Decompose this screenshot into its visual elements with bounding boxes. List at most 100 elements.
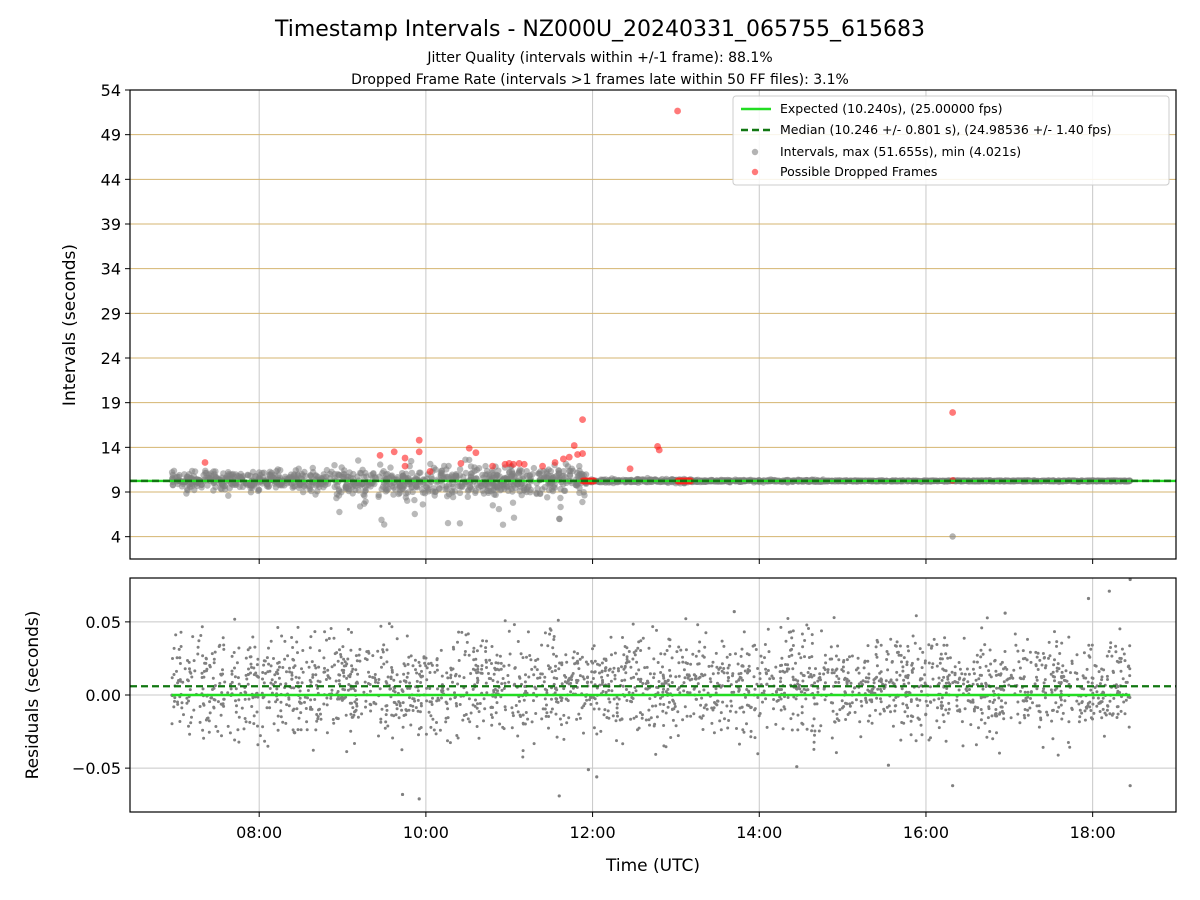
residual-point <box>314 728 318 732</box>
interval-point <box>355 457 362 464</box>
residual-point <box>386 724 390 728</box>
residual-point <box>662 676 666 680</box>
residual-point <box>993 659 997 663</box>
residual-point <box>889 637 893 641</box>
interval-point <box>210 487 217 494</box>
residual-point <box>981 652 985 656</box>
residual-point <box>545 688 549 692</box>
residual-point <box>789 630 793 634</box>
residual-point <box>251 696 255 700</box>
interval-point <box>377 461 384 468</box>
residual-point <box>350 630 353 634</box>
residual-point <box>1045 710 1049 714</box>
residual-point <box>616 714 619 718</box>
residual-point <box>1053 630 1056 634</box>
residual-point <box>722 644 726 648</box>
residual-point <box>257 675 260 679</box>
residual-point <box>199 634 203 637</box>
residual-point <box>1055 644 1058 648</box>
residual-point <box>603 708 607 712</box>
interval-point <box>276 474 284 481</box>
residual-point <box>212 698 216 701</box>
interval-point <box>302 472 309 480</box>
residual-point <box>294 675 298 679</box>
residual-point <box>279 682 283 686</box>
residual-point <box>330 665 334 669</box>
residual-point <box>1042 681 1046 685</box>
residual-point <box>250 705 254 708</box>
residual-point <box>886 668 890 672</box>
interval-point <box>255 486 263 494</box>
interval-point <box>456 520 464 527</box>
residual-point <box>875 675 879 679</box>
residual-point <box>807 656 811 659</box>
residual-point <box>948 656 952 660</box>
residual-point <box>417 733 420 737</box>
residual-point <box>339 655 343 659</box>
residual-point <box>230 672 234 676</box>
residual-point <box>446 707 450 711</box>
residual-point <box>1128 644 1132 648</box>
residual-point <box>607 697 611 701</box>
residual-point <box>629 717 633 721</box>
residual-point <box>939 704 943 708</box>
residual-point <box>1053 658 1056 662</box>
residual-point <box>654 704 658 708</box>
residual-point <box>1104 713 1108 717</box>
residual-point <box>906 714 910 718</box>
interval-point <box>371 480 378 488</box>
residual-point <box>697 690 701 694</box>
residual-point <box>395 637 399 641</box>
interval-point <box>949 533 956 540</box>
residual-point <box>1101 707 1105 711</box>
residual-point <box>287 696 291 700</box>
residual-point <box>784 639 788 643</box>
interval-point <box>188 467 196 475</box>
residual-point <box>328 676 332 680</box>
residual-point <box>874 708 877 712</box>
residual-point <box>1067 635 1071 639</box>
residual-point <box>425 678 429 682</box>
residual-point <box>449 676 453 680</box>
residual-point <box>991 737 995 741</box>
residual-point <box>815 702 819 706</box>
residual-point <box>809 673 813 676</box>
residual-point <box>578 674 582 678</box>
residual-point <box>785 669 789 673</box>
residual-point <box>936 706 939 710</box>
residual-point <box>543 697 547 701</box>
interval-point <box>336 487 343 495</box>
residual-point <box>457 630 461 634</box>
residual-point <box>1019 689 1022 693</box>
residual-point <box>865 700 869 704</box>
residual-point <box>776 698 780 702</box>
interval-point <box>399 473 406 480</box>
residual-point <box>1035 704 1039 708</box>
residual-point <box>599 729 603 733</box>
residual-point <box>278 665 281 669</box>
residual-point <box>379 656 383 659</box>
residual-point <box>276 728 280 732</box>
residual-point <box>196 645 200 649</box>
residual-point <box>976 706 980 710</box>
dropped-frame-point <box>457 460 465 467</box>
residual-point <box>994 712 998 716</box>
residual-point <box>694 677 698 681</box>
residual-point <box>906 676 910 680</box>
dropped-frame-point <box>472 449 480 457</box>
residual-point <box>440 674 444 678</box>
residual-point <box>540 643 544 647</box>
residual-point <box>554 654 558 658</box>
residual-point <box>558 717 562 721</box>
residual-point <box>422 655 426 659</box>
interval-point <box>508 468 516 475</box>
residual-point <box>577 667 581 671</box>
residual-point <box>425 686 428 690</box>
residual-point <box>915 697 919 701</box>
residual-point <box>467 697 471 701</box>
residual-point <box>189 721 193 725</box>
residual-point <box>1114 650 1118 654</box>
residual-point <box>230 654 234 658</box>
residual-point <box>872 681 876 685</box>
interval-point <box>390 491 397 498</box>
